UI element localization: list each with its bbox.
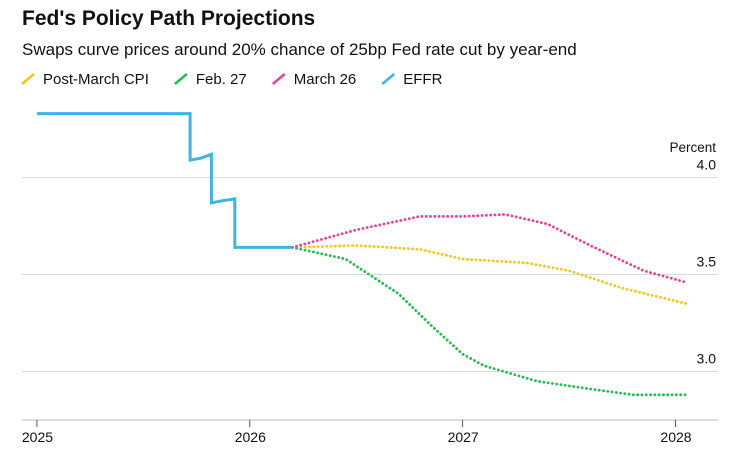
x-tick-label: 2026 — [235, 429, 266, 445]
x-tick-label: 2028 — [660, 429, 691, 445]
series-line — [36, 112, 293, 249]
series-line — [290, 244, 688, 305]
series-line — [290, 212, 688, 284]
y-axis-label: Percent — [669, 140, 716, 155]
legend-swatch — [271, 73, 286, 85]
legend-label: Feb. 27 — [196, 71, 247, 88]
legend-swatch — [21, 73, 35, 85]
y-tick-label: 3.0 — [697, 351, 717, 367]
chart-title: Fed's Policy Path Projections — [22, 7, 315, 30]
legend-label: Post-March CPI — [43, 71, 149, 88]
legend-label: EFFR — [403, 71, 442, 88]
legend-swatch — [174, 73, 188, 85]
chart-subtitle: Swaps curve prices around 20% chance of … — [22, 40, 577, 59]
x-tick-label: 2025 — [22, 429, 53, 445]
series-line — [290, 246, 688, 397]
x-tick-label: 2027 — [448, 429, 479, 445]
y-tick-label: 3.5 — [697, 254, 717, 270]
y-tick-label: 4.0 — [697, 157, 717, 173]
legend-swatch — [381, 73, 396, 85]
legend-label: March 26 — [294, 71, 357, 88]
